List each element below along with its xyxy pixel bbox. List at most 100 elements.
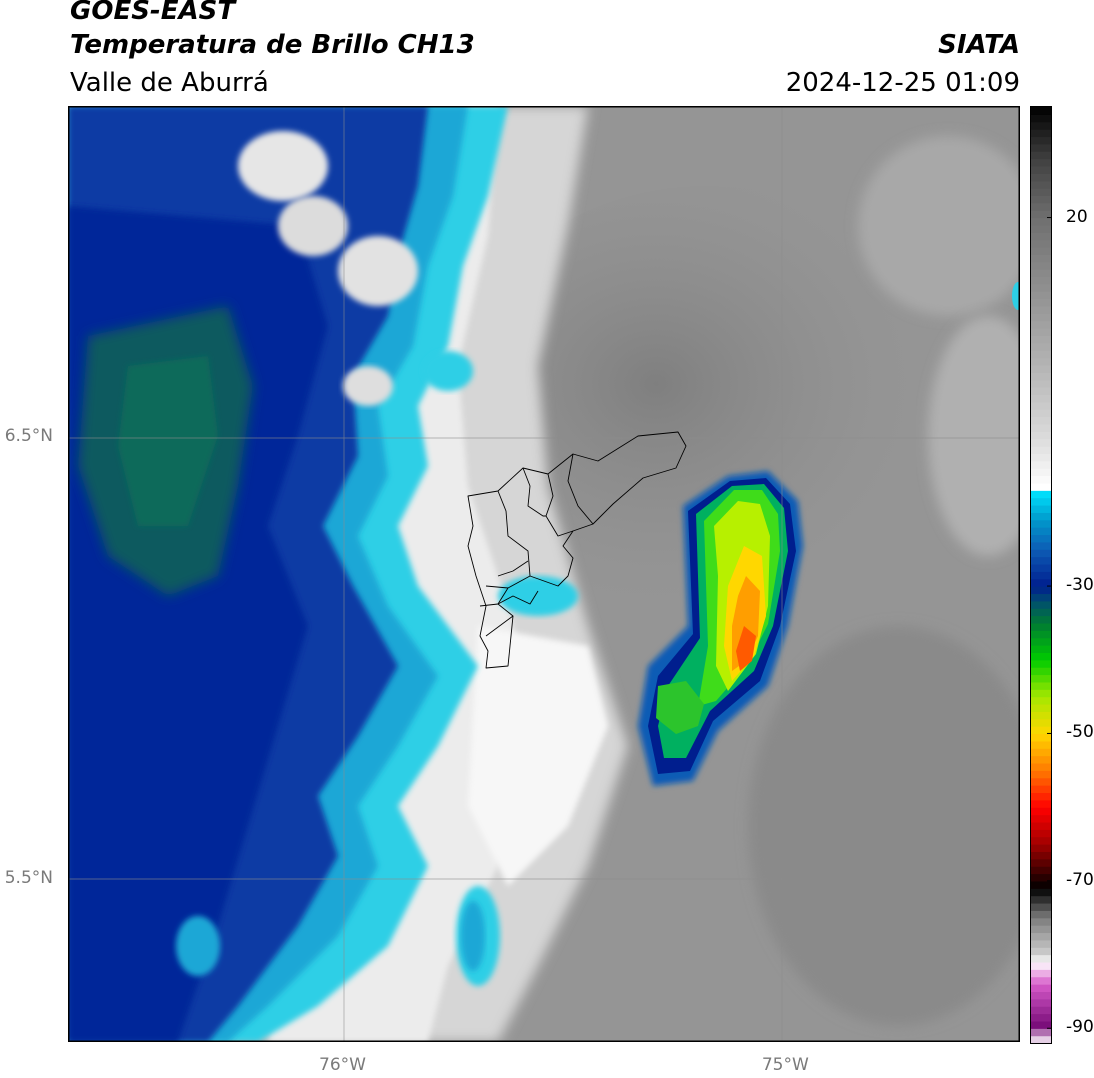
- colorbar-segment: [1031, 475, 1051, 484]
- colorbar-segment: [1031, 372, 1051, 381]
- colorbar-segment: [1031, 954, 1051, 963]
- product-title: Temperatura de Brillo CH13: [70, 30, 475, 60]
- colorbar-segment: [1031, 151, 1051, 160]
- colorbar-segment: [1031, 829, 1051, 838]
- colorbar-segment: [1031, 667, 1051, 676]
- colorbar-segment: [1031, 947, 1051, 956]
- colorbar-tick-label: -70: [1066, 869, 1094, 890]
- colorbar-segment: [1031, 718, 1051, 727]
- colorbar-segment: [1031, 703, 1051, 712]
- region-subtitle: Valle de Aburrá: [70, 68, 269, 98]
- colorbar-segment: [1031, 593, 1051, 602]
- colorbar-segment: [1031, 394, 1051, 403]
- colorbar-segment: [1031, 785, 1051, 794]
- colorbar-segment: [1031, 586, 1051, 595]
- colorbar-segment: [1031, 984, 1051, 993]
- colorbar-segment: [1031, 283, 1051, 292]
- colorbar-segment: [1031, 895, 1051, 904]
- timestamp-label: 2024-12-25 01:09: [785, 68, 1020, 98]
- colorbar-segment: [1031, 910, 1051, 919]
- colorbar-segment: [1031, 438, 1051, 447]
- colorbar-segment: [1031, 689, 1051, 698]
- colorbar-segment: [1031, 136, 1051, 145]
- colorbar-segment: [1031, 335, 1051, 344]
- convective-cell: [638, 471, 803, 786]
- colorbar-tick-label: -50: [1066, 722, 1094, 743]
- clear-sky-hole: [176, 916, 220, 976]
- colorbar-segment: [1031, 711, 1051, 720]
- colorbar-segment: [1031, 269, 1051, 278]
- colorbar-segment: [1031, 247, 1051, 256]
- colorbar-segment: [1031, 357, 1051, 366]
- colorbar-segment: [1031, 917, 1051, 926]
- colorbar-segment: [1031, 527, 1051, 536]
- municipality-boundaries: [467, 431, 687, 669]
- colorbar-segment: [1031, 121, 1051, 130]
- colorbar-segment: [1031, 563, 1051, 572]
- colorbar-segment: [1031, 578, 1051, 587]
- colorbar-segment: [1031, 350, 1051, 359]
- colorbar-segment: [1031, 740, 1051, 749]
- map-gridlines: [68, 106, 1020, 1042]
- colorbar-segment: [1031, 107, 1051, 115]
- colorbar-segment: [1031, 328, 1051, 337]
- colorbar-segment: [1031, 866, 1051, 875]
- colorbar-segment: [1031, 991, 1051, 1000]
- colorbar-frame: [1030, 106, 1052, 1044]
- colorbar-segment: [1031, 180, 1051, 189]
- colorbar-segment: [1031, 932, 1051, 941]
- colorbar-segment: [1031, 762, 1051, 771]
- colorbar-segment: [1031, 173, 1051, 182]
- cold-cloud-fragment: [461, 901, 485, 971]
- white-cloud-core: [468, 626, 608, 886]
- colorbar-segment: [1031, 733, 1051, 742]
- colorbar-tick-label: -90: [1066, 1017, 1094, 1038]
- colorbar-segment: [1031, 821, 1051, 830]
- cold-cloud-fragment: [1012, 282, 1020, 310]
- colorbar-segment: [1031, 541, 1051, 550]
- grey-patch: [448, 186, 968, 626]
- colorbar-segment: [1031, 549, 1051, 558]
- colorbar-segment: [1031, 232, 1051, 241]
- colorbar-segment: [1031, 681, 1051, 690]
- colorbar-segment: [1031, 998, 1051, 1007]
- colorbar-segment: [1031, 114, 1051, 123]
- colorbar-segment: [1031, 1013, 1051, 1022]
- colorbar-segment: [1031, 254, 1051, 263]
- colorbar-segment: [1031, 976, 1051, 985]
- colorbar-segment: [1031, 291, 1051, 300]
- colorbar-segment: [1031, 202, 1051, 211]
- colorbar-segment: [1031, 188, 1051, 197]
- colorbar-segment: [1031, 600, 1051, 609]
- colorbar-segment: [1031, 519, 1051, 528]
- colorbar-segment: [1031, 1006, 1051, 1015]
- longitude-label: 75°W: [761, 1055, 809, 1075]
- colorbar-segment: [1031, 239, 1051, 248]
- clear-sky-hole: [338, 236, 418, 306]
- clear-sky-hole: [343, 366, 393, 406]
- colorbar-segment: [1031, 298, 1051, 307]
- colorbar-segment: [1031, 807, 1051, 816]
- colorbar-segment: [1031, 622, 1051, 631]
- colorbar-segment: [1031, 409, 1051, 418]
- colorbar-segment: [1031, 1028, 1051, 1037]
- colorbar-segment: [1031, 158, 1051, 167]
- colorbar-segment: [1031, 880, 1051, 889]
- colorbar-segment: [1031, 379, 1051, 388]
- colorbar-segment: [1031, 814, 1051, 823]
- light-patch: [928, 316, 1020, 556]
- colorbar-tick-label: 20: [1066, 206, 1088, 227]
- colorbar-segment: [1031, 224, 1051, 233]
- cold-cloud-fragment: [498, 576, 578, 616]
- colorbar-segment: [1031, 453, 1051, 462]
- colorbar-segment: [1031, 431, 1051, 440]
- colorbar-segment: [1031, 534, 1051, 543]
- colorbar-segment: [1031, 873, 1051, 882]
- cold-cloud-fragment: [423, 351, 473, 391]
- light-patch: [858, 136, 1020, 316]
- colorbar-segment: [1031, 217, 1051, 226]
- clear-sky-hole: [278, 196, 348, 256]
- colorbar-segment: [1031, 387, 1051, 396]
- colorbar-segment: [1031, 726, 1051, 735]
- colorbar-segment: [1031, 468, 1051, 477]
